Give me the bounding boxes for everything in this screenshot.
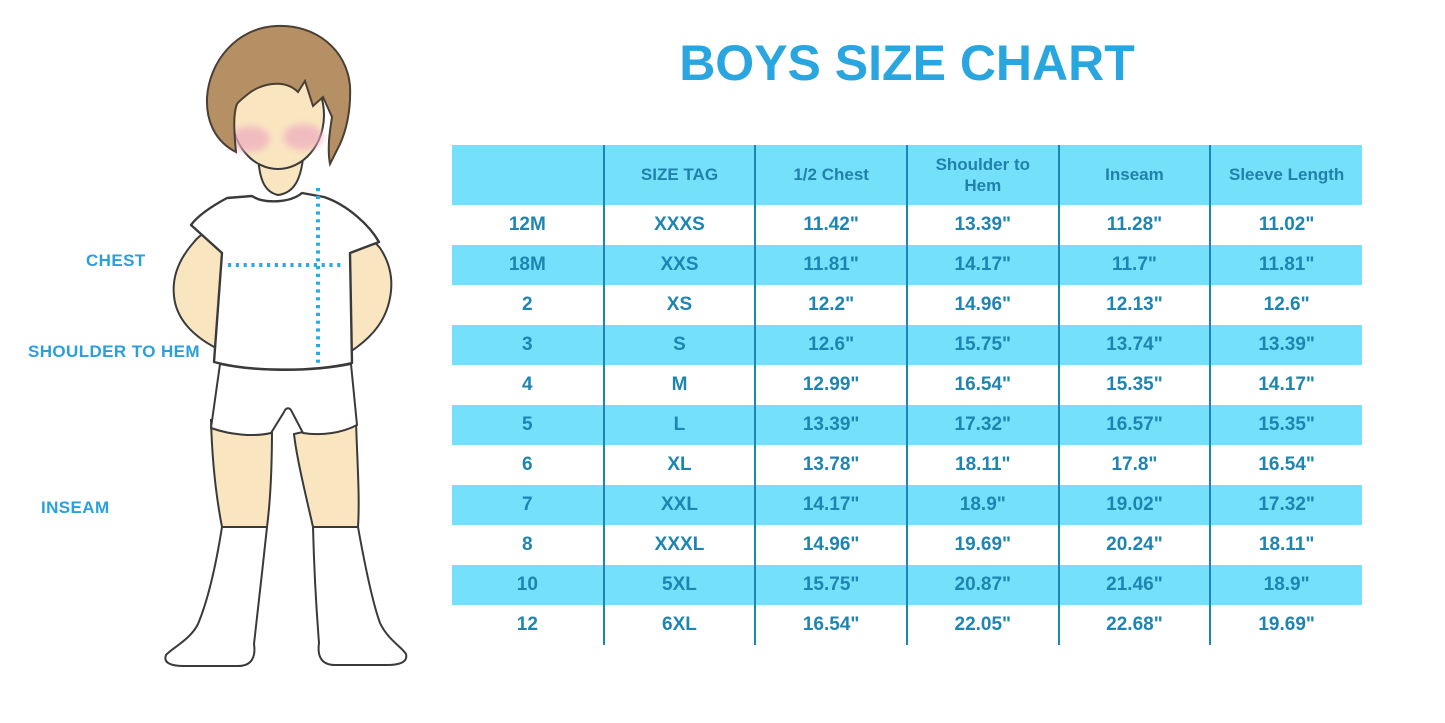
sleeve-length-cell: 13.39" bbox=[1209, 325, 1362, 365]
table-row: 12M XXXS 11.42" 13.39" 11.28" 11.02" bbox=[452, 205, 1362, 245]
column-header-size-tag: SIZE TAG bbox=[602, 145, 756, 205]
half-chest-cell: 13.39" bbox=[754, 405, 907, 445]
shoulder-to-hem-cell: 15.75" bbox=[905, 325, 1059, 365]
size-cell: 10 bbox=[452, 565, 604, 605]
half-chest-cell: 11.42" bbox=[754, 205, 907, 245]
inseam-cell: 19.02" bbox=[1057, 485, 1211, 525]
sleeve-length-cell: 12.6" bbox=[1209, 285, 1362, 325]
shoulder-to-hem-cell: 19.69" bbox=[905, 525, 1059, 565]
table-row: 4 M 12.99" 16.54" 15.35" 14.17" bbox=[452, 365, 1362, 405]
boy-left-cheek bbox=[230, 126, 270, 152]
size-cell: 18M bbox=[452, 245, 604, 285]
table-row: 12 6XL 16.54" 22.05" 22.68" 19.69" bbox=[452, 605, 1362, 645]
inseam-cell: 15.35" bbox=[1057, 365, 1211, 405]
sleeve-length-cell: 19.69" bbox=[1209, 605, 1362, 645]
size-tag-cell: XXXL bbox=[602, 525, 756, 565]
inseam-cell: 22.68" bbox=[1057, 605, 1211, 645]
column-header-size bbox=[452, 145, 604, 205]
chest-label: CHEST bbox=[86, 251, 146, 270]
inseam-cell: 13.74" bbox=[1057, 325, 1211, 365]
size-cell: 4 bbox=[522, 374, 533, 395]
boy-left-leg bbox=[209, 418, 274, 528]
inseam-cell: 20.24" bbox=[1057, 525, 1211, 565]
shoulder-to-hem-cell: 16.54" bbox=[905, 365, 1059, 405]
boy-right-cheek bbox=[283, 124, 323, 150]
table-row: 5 L 13.39" 17.32" 16.57" 15.35" bbox=[452, 405, 1362, 445]
shoulder-to-hem-cell: 13.39" bbox=[905, 205, 1059, 245]
half-chest-cell: 15.75" bbox=[754, 565, 907, 605]
inseam-cell: 17.8" bbox=[1057, 445, 1211, 485]
table-row: 6 XL 13.78" 18.11" 17.8" 16.54" bbox=[452, 445, 1362, 485]
size-tag-cell: 6XL bbox=[602, 605, 756, 645]
inseam-cell: 16.57" bbox=[1057, 405, 1211, 445]
shoulder-to-hem-cell: 17.32" bbox=[905, 405, 1059, 445]
shoulder-to-hem-cell: 20.87" bbox=[905, 565, 1059, 605]
table-row: 10 5XL 15.75" 20.87" 21.46" 18.9" bbox=[452, 565, 1362, 605]
sleeve-length-cell: 18.9" bbox=[1209, 565, 1362, 605]
size-tag-cell: 5XL bbox=[602, 565, 756, 605]
table-row: 7 XXL 14.17" 18.9" 19.02" 17.32" bbox=[452, 485, 1362, 525]
header-row: SIZE TAG 1/2 Chest Shoulder to Hem Insea… bbox=[452, 145, 1362, 205]
page-title: BOYS SIZE CHART bbox=[679, 35, 1135, 91]
size-tag-cell: XL bbox=[602, 445, 756, 485]
half-chest-cell: 14.96" bbox=[754, 525, 907, 565]
size-tag-cell: XXL bbox=[602, 485, 756, 525]
inseam-cell: 11.28" bbox=[1057, 205, 1211, 245]
shoulder-to-hem-cell: 18.11" bbox=[905, 445, 1059, 485]
shoulder-to-hem-cell: 22.05" bbox=[905, 605, 1059, 645]
boy-tshirt bbox=[189, 191, 381, 371]
sleeve-length-cell: 17.32" bbox=[1209, 485, 1362, 525]
boy-right-sock bbox=[311, 526, 408, 666]
size-tag-cell: XXXS bbox=[602, 205, 756, 245]
column-header-half-chest: 1/2 Chest bbox=[754, 145, 907, 205]
size-cell: 3 bbox=[452, 325, 604, 365]
size-cell: 8 bbox=[522, 534, 533, 555]
size-cell: 6 bbox=[522, 454, 533, 475]
size-tag-cell: M bbox=[602, 365, 756, 405]
half-chest-cell: 12.2" bbox=[754, 285, 907, 325]
size-chart-table: SIZE TAG 1/2 Chest Shoulder to Hem Insea… bbox=[452, 145, 1362, 645]
boy-shorts bbox=[209, 362, 359, 437]
sleeve-length-cell: 14.17" bbox=[1209, 365, 1362, 405]
inseam-cell: 11.7" bbox=[1057, 245, 1211, 285]
column-header-sleeve-length: Sleeve Length bbox=[1209, 145, 1362, 205]
sleeve-length-cell: 11.02" bbox=[1209, 205, 1362, 245]
table-row: 3 S 12.6" 15.75" 13.74" 13.39" bbox=[452, 325, 1362, 365]
column-header-inseam: Inseam bbox=[1057, 145, 1211, 205]
size-tag-cell: S bbox=[602, 325, 756, 365]
half-chest-cell: 13.78" bbox=[754, 445, 907, 485]
column-header-shoulder-to-hem: Shoulder to Hem bbox=[905, 145, 1059, 205]
shoulder-to-hem-cell: 18.9" bbox=[905, 485, 1059, 525]
size-cell: 2 bbox=[522, 294, 533, 315]
table-row: 8 XXXL 14.96" 19.69" 20.24" 18.11" bbox=[452, 525, 1362, 565]
half-chest-cell: 11.81" bbox=[754, 245, 907, 285]
table-row: 18M XXS 11.81" 14.17" 11.7" 11.81" bbox=[452, 245, 1362, 285]
inseam-cell: 12.13" bbox=[1057, 285, 1211, 325]
sleeve-length-cell: 16.54" bbox=[1209, 445, 1362, 485]
shoulder-to-hem-label: SHOULDER TO HEM bbox=[28, 342, 200, 361]
sleeve-length-cell: 11.81" bbox=[1209, 245, 1362, 285]
sleeve-length-cell: 18.11" bbox=[1209, 525, 1362, 565]
table-row: 2 XS 12.2" 14.96" 12.13" 12.6" bbox=[452, 285, 1362, 325]
half-chest-cell: 12.99" bbox=[754, 365, 907, 405]
size-cell: 12M bbox=[508, 214, 546, 235]
size-cell: 5 bbox=[452, 405, 604, 445]
size-cell: 7 bbox=[452, 485, 604, 525]
size-tag-cell: XS bbox=[602, 285, 756, 325]
boy-left-sock bbox=[164, 526, 269, 667]
inseam-label: INSEAM bbox=[41, 498, 110, 517]
size-tag-cell: L bbox=[602, 405, 756, 445]
boy-right-leg bbox=[292, 418, 360, 528]
size-cell: 12 bbox=[516, 614, 538, 635]
half-chest-cell: 16.54" bbox=[754, 605, 907, 645]
half-chest-cell: 14.17" bbox=[754, 485, 907, 525]
shoulder-to-hem-cell: 14.96" bbox=[905, 285, 1059, 325]
half-chest-cell: 12.6" bbox=[754, 325, 907, 365]
shoulder-to-hem-cell: 14.17" bbox=[905, 245, 1059, 285]
sleeve-length-cell: 15.35" bbox=[1209, 405, 1362, 445]
boy-figure-illustration bbox=[164, 24, 408, 667]
inseam-cell: 21.46" bbox=[1057, 565, 1211, 605]
boy-hair bbox=[205, 24, 352, 168]
size-tag-cell: XXS bbox=[602, 245, 756, 285]
